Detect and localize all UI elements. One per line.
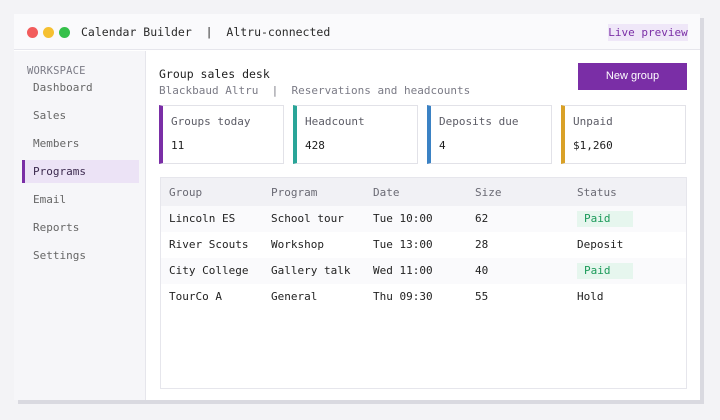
cell-size: 28 xyxy=(475,238,489,251)
cell-size: 62 xyxy=(475,212,489,225)
cell-date: Tue 13:00 xyxy=(373,238,433,251)
cell-date: Thu 09:30 xyxy=(373,290,433,303)
sidebar-item-reports[interactable]: Reports xyxy=(33,221,80,234)
column-header-size[interactable]: Size xyxy=(475,186,502,199)
stat-value: 428 xyxy=(305,139,325,152)
cell-group: TourCo A xyxy=(169,290,222,303)
stat-value: $1,260 xyxy=(573,139,613,152)
table-row[interactable]: Lincoln ES School tour Tue 10:00 62 Paid xyxy=(161,206,686,232)
cell-date: Wed 11:00 xyxy=(373,264,433,277)
page-subtitle: Blackbaud Altru | Reservations and headc… xyxy=(159,84,471,97)
stat-card-groups-today: Groups today 11 xyxy=(159,105,284,164)
table-row[interactable]: River Scouts Workshop Tue 13:00 28 Depos… xyxy=(161,232,686,258)
close-window-button[interactable] xyxy=(27,27,38,38)
table-header: Group Program Date Size Status xyxy=(161,178,686,206)
sidebar-item-programs[interactable]: Programs xyxy=(22,160,139,183)
table-row[interactable]: City College Gallery talk Wed 11:00 40 P… xyxy=(161,258,686,284)
status-badge: Paid xyxy=(577,211,633,227)
page-title: Group sales desk xyxy=(159,67,270,81)
cell-status: Hold xyxy=(577,290,604,303)
sidebar: WORKSPACE Dashboard Sales Members Progra… xyxy=(14,51,146,400)
cell-status: Deposit xyxy=(577,238,624,251)
cell-program: General xyxy=(271,290,318,303)
cell-group: City College xyxy=(169,264,249,277)
column-header-date[interactable]: Date xyxy=(373,186,400,199)
sidebar-item-email[interactable]: Email xyxy=(33,193,67,206)
app-title: Calendar Builder | Altru-connected xyxy=(81,25,331,39)
live-preview-badge[interactable]: Live preview xyxy=(608,24,688,41)
minimize-window-button[interactable] xyxy=(43,27,54,38)
stat-card-unpaid: Unpaid $1,260 xyxy=(561,105,686,164)
cell-size: 55 xyxy=(475,290,489,303)
stat-card-headcount: Headcount 428 xyxy=(293,105,418,164)
cell-program: Workshop xyxy=(271,238,324,251)
new-group-button[interactable]: New group xyxy=(578,63,687,90)
stat-card-deposits-due: Deposits due 4 xyxy=(427,105,552,164)
sidebar-item-dashboard[interactable]: Dashboard xyxy=(33,81,93,94)
status-badge: Paid xyxy=(577,263,633,279)
sidebar-item-settings[interactable]: Settings xyxy=(33,249,86,262)
cell-program: School tour xyxy=(271,212,344,225)
stat-value: 11 xyxy=(171,139,185,152)
cell-date: Tue 10:00 xyxy=(373,212,433,225)
stat-label: Groups today xyxy=(171,115,251,128)
maximize-window-button[interactable] xyxy=(59,27,70,38)
app-window: Calendar Builder | Altru-connected Live … xyxy=(14,14,700,400)
table-row[interactable]: TourCo A General Thu 09:30 55 Hold xyxy=(161,284,686,310)
stat-label: Unpaid xyxy=(573,115,613,128)
sidebar-item-sales[interactable]: Sales xyxy=(33,109,67,122)
column-header-status[interactable]: Status xyxy=(577,186,617,199)
sidebar-item-members[interactable]: Members xyxy=(33,137,80,150)
cell-size: 40 xyxy=(475,264,489,277)
cell-group: River Scouts xyxy=(169,238,249,251)
stat-value: 4 xyxy=(439,139,446,152)
groups-table: Group Program Date Size Status Lincoln E… xyxy=(160,177,687,389)
column-header-program[interactable]: Program xyxy=(271,186,318,199)
cell-program: Gallery talk xyxy=(271,264,351,277)
sidebar-heading: WORKSPACE xyxy=(27,65,86,77)
cell-group: Lincoln ES xyxy=(169,212,236,225)
stat-label: Headcount xyxy=(305,115,365,128)
main-panel: Group sales desk Blackbaud Altru | Reser… xyxy=(147,51,700,400)
column-header-group[interactable]: Group xyxy=(169,186,203,199)
stat-label: Deposits due xyxy=(439,115,519,128)
title-bar: Calendar Builder | Altru-connected Live … xyxy=(14,14,700,50)
